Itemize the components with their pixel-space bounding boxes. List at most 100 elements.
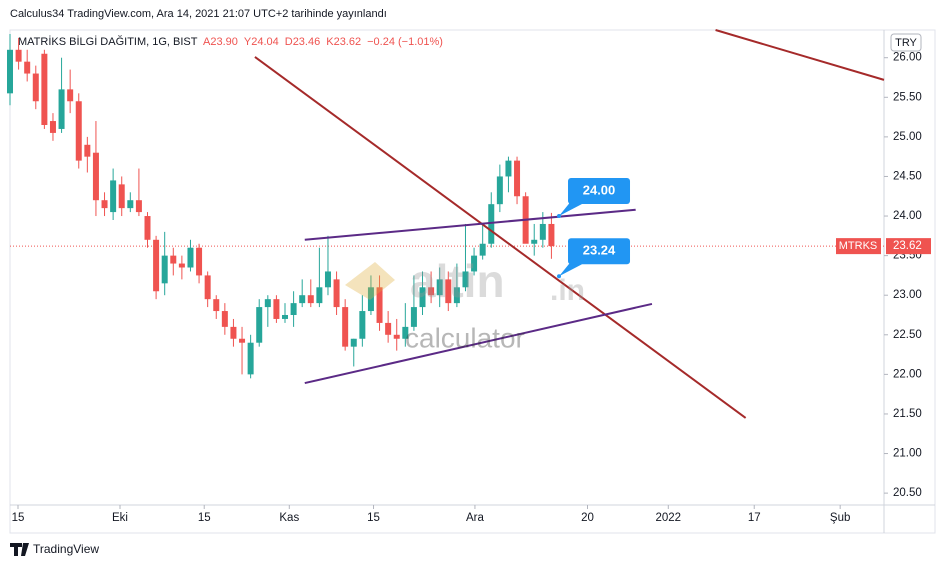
candle-body	[436, 279, 443, 296]
candle-body	[58, 89, 65, 129]
watermark: altin .in calculator	[345, 255, 585, 353]
candle-body	[153, 239, 160, 292]
candle-body	[445, 279, 452, 304]
ohlc-readout: K23.62	[326, 36, 361, 48]
candle-body	[350, 338, 357, 347]
symbol-label: MTRKS	[839, 240, 878, 252]
candle-body	[15, 49, 22, 62]
ohlc-readout: −0.24 (−1.01%)	[367, 36, 443, 48]
candle-body	[531, 239, 538, 244]
candle-body	[419, 287, 426, 308]
x-tick-label: Eki	[112, 512, 128, 524]
candle-body	[496, 176, 503, 205]
candle-body	[204, 275, 211, 300]
candle-body	[393, 334, 400, 339]
candle-body	[548, 223, 555, 247]
candle-body	[316, 287, 323, 304]
x-tick-label: 20	[581, 512, 594, 524]
y-tick-label: 24.50	[893, 170, 922, 182]
candle-body	[402, 326, 409, 339]
y-tick-label: 20.50	[893, 487, 922, 499]
candle-body	[462, 271, 469, 288]
watermark-text: calculator	[405, 322, 525, 353]
candle-body	[221, 311, 228, 327]
candle-body	[273, 299, 280, 319]
y-tick-label: 21.50	[893, 408, 922, 420]
watermark-logo	[345, 262, 395, 300]
ohlc-readout: D23.46	[285, 36, 320, 48]
callout-box	[568, 178, 631, 205]
candle-body	[307, 295, 314, 304]
candle-body	[299, 295, 306, 304]
candle-body	[324, 271, 331, 288]
trend-line	[715, 29, 885, 81]
x-tick-label: 17	[748, 512, 761, 524]
ohlc-readout: Y24.04	[244, 36, 279, 48]
y-tick-label: 24.00	[893, 210, 922, 222]
x-tick-label: 15	[12, 512, 25, 524]
candle-body	[135, 200, 142, 213]
candle-body	[127, 200, 134, 209]
candle-body	[196, 247, 203, 276]
price-label: 23.62	[893, 240, 922, 252]
candle-body	[101, 200, 108, 209]
trend-line	[254, 56, 747, 419]
candle-body	[505, 160, 512, 177]
candle-body	[264, 299, 271, 308]
y-tick-label: 22.00	[893, 368, 922, 380]
candle-body	[290, 303, 297, 315]
candle-body	[84, 144, 91, 157]
candle-body	[110, 180, 117, 213]
candle-body	[230, 326, 237, 339]
callout-label: 23.24	[583, 243, 616, 258]
candle-body	[367, 287, 374, 312]
candle-body	[410, 307, 417, 327]
header: Calculus34 TradingView.com, Ara 14, 2021…	[10, 8, 387, 20]
candle-body	[239, 338, 246, 343]
y-tick-label: 25.50	[893, 91, 922, 103]
candle-body	[428, 287, 435, 296]
candle-body	[178, 263, 185, 268]
candle-body	[539, 223, 546, 240]
candle-body	[213, 299, 220, 312]
x-tick-label: Şub	[830, 512, 850, 524]
candle-body	[282, 315, 289, 319]
callout-box	[568, 238, 631, 265]
candle-body	[514, 160, 521, 197]
candle-body	[118, 184, 125, 209]
watermark-text: altin	[410, 255, 505, 307]
footer-logo	[10, 543, 29, 556]
footer: TradingView	[33, 542, 99, 556]
candle-body	[75, 101, 82, 161]
x-tick-label: 15	[367, 512, 380, 524]
candle-body	[92, 152, 99, 201]
chart-title: MATRİKS BİLGİ DAĞITIM, 1G, BIST	[18, 35, 198, 48]
y-tick-label: 25.00	[893, 131, 922, 143]
ohlc-readout: A23.90	[203, 36, 238, 48]
trend-line	[304, 208, 636, 241]
candle-body	[376, 287, 383, 323]
frame	[9, 29, 936, 534]
candle-body	[161, 255, 168, 284]
candle-body	[144, 216, 151, 240]
candle-body	[7, 49, 13, 94]
candle-body	[471, 255, 478, 272]
currency[interactable]: TRY	[895, 37, 917, 49]
candle-body	[385, 322, 392, 335]
currency-box[interactable]	[890, 33, 922, 52]
callout-pointer	[559, 260, 583, 277]
callout-label: 24.00	[583, 182, 616, 197]
candle-body	[488, 204, 495, 244]
candle-body	[453, 287, 460, 304]
candle-body	[49, 121, 56, 133]
candle-body	[24, 61, 31, 74]
candle-body	[256, 307, 263, 343]
candle-body	[41, 53, 48, 125]
x-tick-label: Ara	[466, 512, 485, 524]
symbol-box	[836, 238, 881, 255]
price-box	[886, 238, 931, 255]
x-tick-label: Kas	[279, 512, 299, 524]
x-tick-label: 15	[198, 512, 211, 524]
candle-body	[359, 311, 366, 339]
